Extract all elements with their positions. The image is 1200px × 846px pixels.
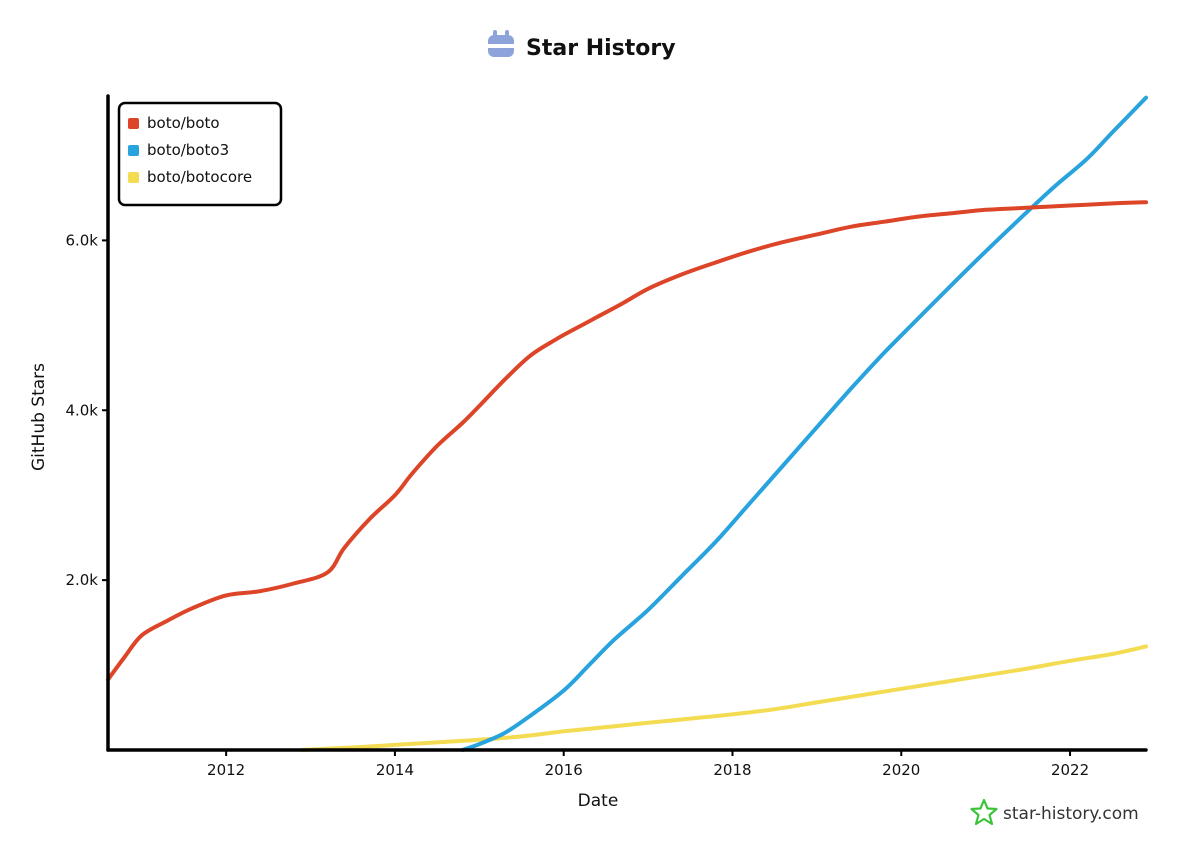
chart-header: Star History <box>488 30 676 61</box>
x-tick-label: 2020 <box>882 761 920 779</box>
y-tick-label: 6.0k <box>65 231 98 249</box>
legend-label: boto/boto3 <box>147 141 229 159</box>
watermark-text: star-history.com <box>1003 804 1139 824</box>
x-axis-label: Date <box>578 791 619 811</box>
watermark: star-history.com <box>972 800 1139 824</box>
legend: boto/boto boto/boto3 boto/botocore <box>119 103 281 205</box>
y-tick-label: 2.0k <box>65 571 98 589</box>
legend-label: boto/boto <box>147 114 220 132</box>
legend-swatch <box>128 118 139 129</box>
star-history-chart: Star History 2012 2014 2016 2018 2020 2022 2.0… <box>0 0 1200 846</box>
series-line-boto-boto3 <box>462 98 1146 750</box>
x-tick-label: 2016 <box>545 761 583 779</box>
legend-item-boto-botocore: boto/botocore <box>128 168 252 186</box>
series-line-boto-botocore <box>302 646 1146 750</box>
axis-ticks: 2012 2014 2016 2018 2020 2022 2.0k 4.0k 6.0k <box>65 231 1089 779</box>
star-outline-icon <box>972 800 997 824</box>
series-line-boto-boto <box>108 202 1146 679</box>
star-history-logo-icon <box>488 30 514 57</box>
x-tick-label: 2018 <box>713 761 751 779</box>
legend-swatch <box>128 172 139 183</box>
x-tick-label: 2012 <box>207 761 245 779</box>
chart-title: Star History <box>526 36 676 61</box>
legend-label: boto/botocore <box>147 168 252 186</box>
x-tick-label: 2022 <box>1051 761 1089 779</box>
y-tick-label: 4.0k <box>65 401 98 419</box>
x-tick-label: 2014 <box>376 761 414 779</box>
legend-swatch <box>128 145 139 156</box>
y-axis-label: GitHub Stars <box>29 363 49 471</box>
